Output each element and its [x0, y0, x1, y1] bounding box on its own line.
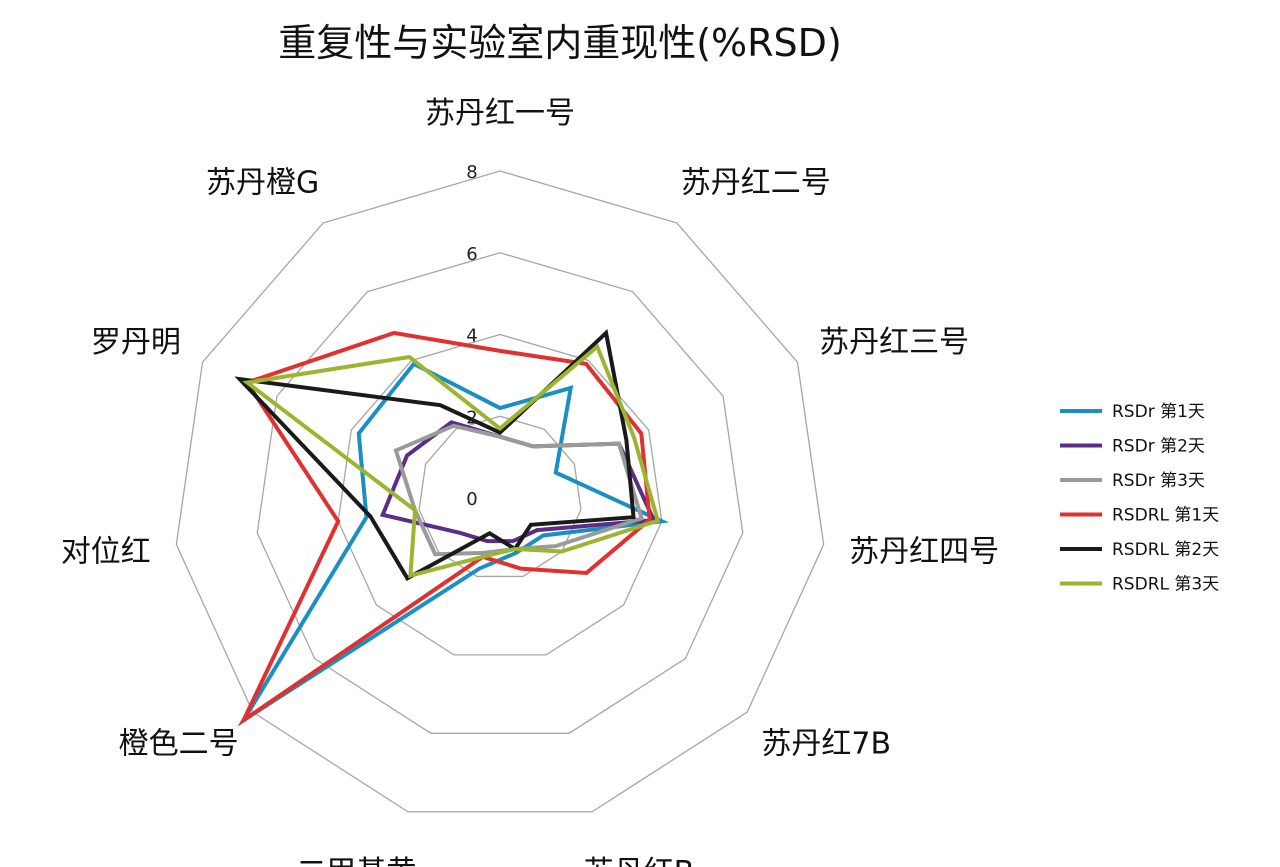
chart-title: 重复性与实验室内重现性(%RSD): [278, 21, 842, 65]
radar-grid: [175, 170, 825, 813]
series-line-5: [234, 328, 636, 581]
category-label: 橙色二号: [119, 727, 239, 762]
legend-label-3: RSDr 第3天: [1112, 471, 1205, 491]
category-label: 苏丹红B: [584, 855, 695, 867]
legend-label-1: RSDr 第1天: [1112, 402, 1205, 422]
grid-ring-8: [175, 170, 825, 813]
series-line-3: [393, 423, 645, 557]
tick-label-0: 0: [466, 489, 477, 510]
grid-ring-6: [256, 252, 744, 734]
category-label: 对位红: [61, 534, 151, 569]
category-label: 苏丹红7B: [761, 727, 891, 762]
legend-label-4: RSDRL 第1天: [1112, 506, 1219, 526]
category-label: 二甲基黄: [296, 855, 416, 867]
tick-label-4: 4: [466, 326, 477, 347]
category-label: 苏丹红二号: [681, 166, 831, 201]
tick-label-6: 6: [466, 244, 477, 265]
category-label: 苏丹红三号: [819, 325, 969, 360]
legend-label-6: RSDRL 第3天: [1112, 575, 1219, 595]
category-label: 罗丹明: [91, 325, 181, 360]
grid-ring-4: [337, 333, 663, 656]
series-line-6: [242, 343, 661, 579]
category-label: 苏丹红四号: [849, 534, 999, 569]
legend-label-2: RSDr 第2天: [1112, 437, 1205, 457]
tick-label-8: 8: [466, 162, 477, 183]
grid-ring-2: [418, 415, 582, 578]
category-label: 苏丹红一号: [425, 96, 575, 131]
category-label: 苏丹橙G: [206, 166, 319, 201]
series-line-4: [238, 330, 652, 726]
legend-label-5: RSDRL 第2天: [1112, 540, 1219, 560]
series-line-1: [237, 361, 670, 727]
series-lines: [234, 328, 670, 727]
legend: RSDr 第1天 RSDr 第2天 RSDr 第3天 RSDRL 第1天 RSDRL 第…: [1060, 402, 1219, 595]
